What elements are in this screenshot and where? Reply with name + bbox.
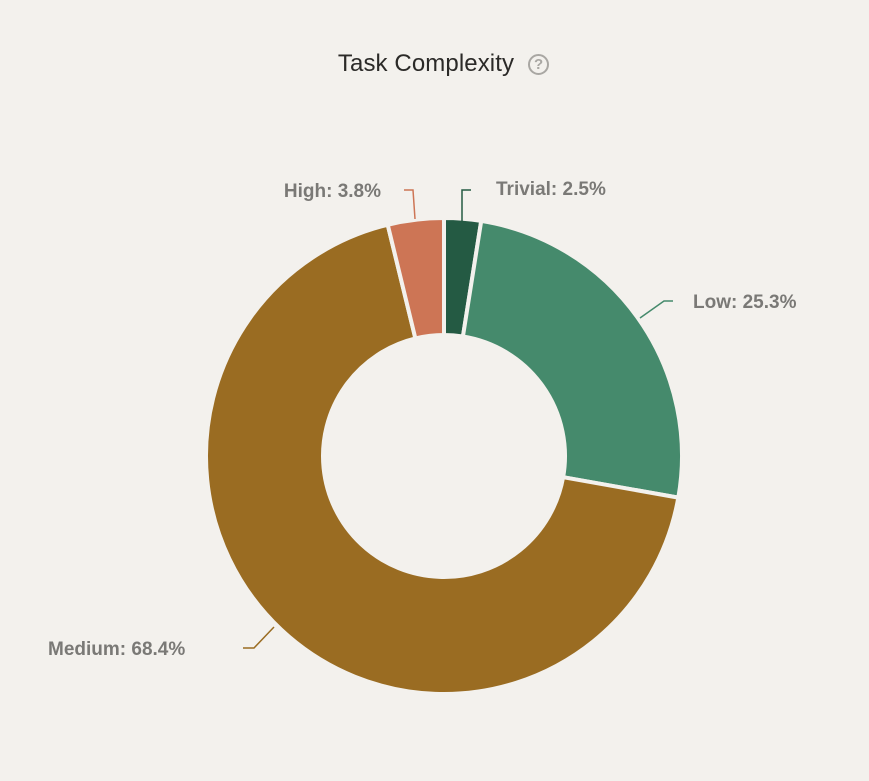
label-medium: Medium: 68.4% — [48, 639, 185, 660]
slice-high[interactable] — [385, 216, 446, 341]
slice-low[interactable] — [460, 218, 684, 500]
question-circle-icon[interactable]: ? — [528, 53, 550, 75]
label-low: Low: 25.3% — [693, 292, 797, 313]
leader-line-trivial — [461, 189, 471, 221]
slice-medium[interactable] — [204, 222, 681, 696]
leader-line-low — [639, 300, 673, 319]
label-high: High: 3.8% — [284, 181, 381, 202]
leader-line-high — [404, 189, 416, 220]
donut-slices — [204, 216, 684, 696]
chart-header: Task Complexity ? — [0, 50, 869, 78]
leader-line-medium — [243, 626, 275, 649]
chart-title: Task Complexity — [337, 50, 515, 77]
label-trivial: Trivial: 2.5% — [496, 179, 606, 200]
